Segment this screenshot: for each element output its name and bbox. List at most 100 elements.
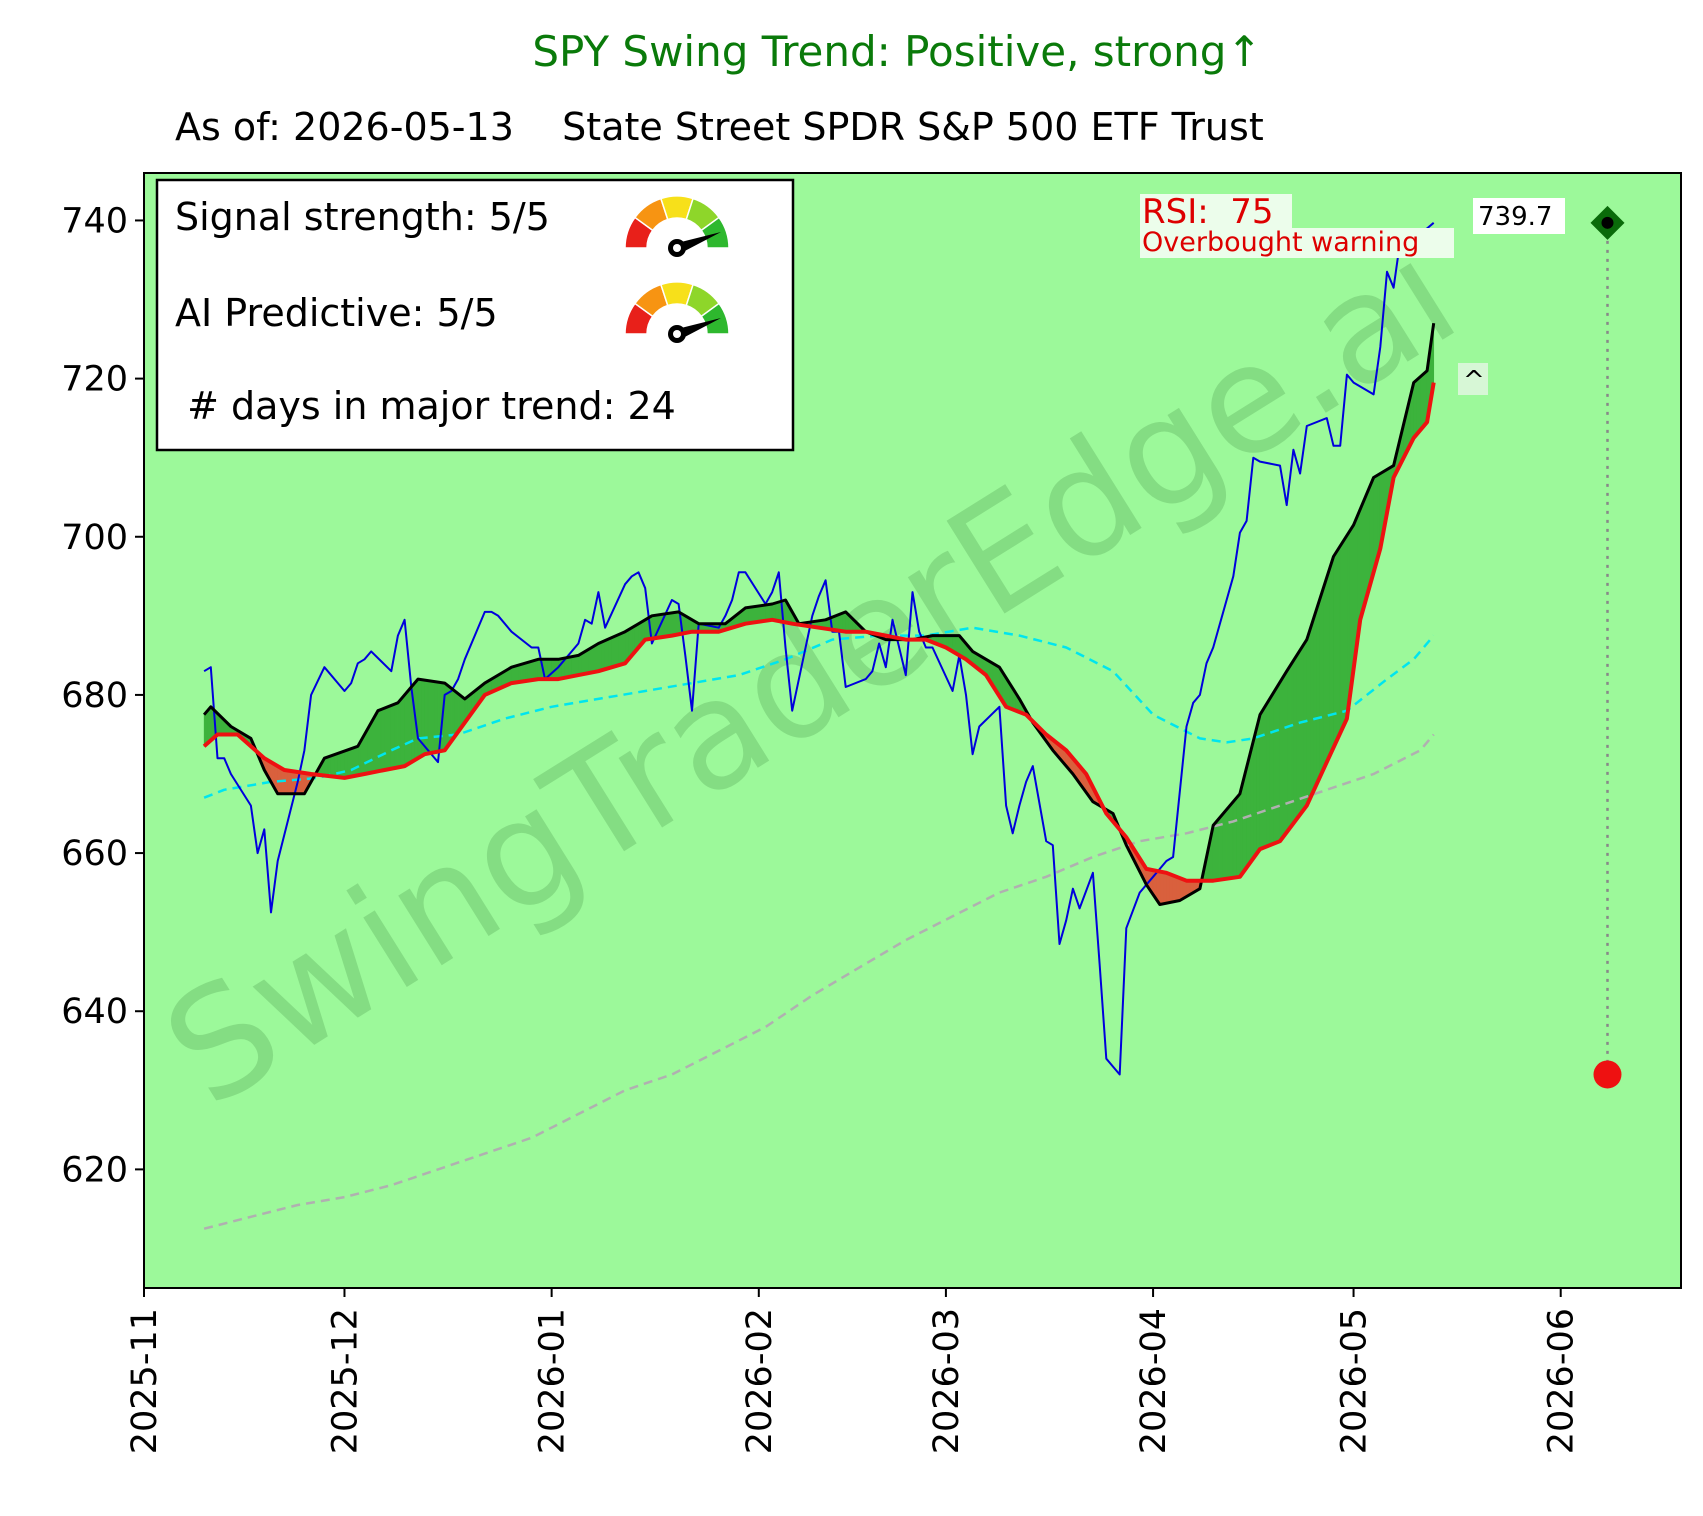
positive-fill-segment <box>407 686 412 765</box>
x-tick-label: 2025-11 <box>125 1308 165 1454</box>
positive-fill-segment <box>1306 629 1311 806</box>
positive-fill-segment <box>327 755 332 777</box>
positive-fill-segment <box>1279 675 1284 843</box>
positive-fill-segment <box>1226 804 1231 880</box>
positive-fill-segment <box>1309 618 1314 799</box>
legend-box: Signal strength: 5/5 AI Predictive: 5/5 … <box>155 178 795 452</box>
target-high-dot <box>1601 216 1614 229</box>
positive-fill-segment <box>1266 697 1271 847</box>
positive-fill-segment <box>521 662 526 682</box>
positive-fill-segment <box>377 708 382 772</box>
x-tick-label: 2026-02 <box>740 1308 780 1454</box>
x-tick-label: 2026-05 <box>1335 1308 1375 1454</box>
positive-fill-segment <box>594 642 599 673</box>
positive-fill-segment <box>1420 372 1425 431</box>
long-average-line <box>203 733 1435 1230</box>
legend-days-in-trend: # days in major trend: 24 <box>175 384 676 428</box>
speedometer-gauge-icon <box>624 195 730 257</box>
caret-bg <box>1458 363 1488 395</box>
positive-fill-segment <box>417 678 422 759</box>
positive-fill-segment <box>761 604 766 622</box>
positive-fill-segment <box>397 698 402 768</box>
gauge-hub-center <box>673 244 681 252</box>
positive-fill-segment <box>611 635 616 668</box>
positive-fill-segment <box>1293 654 1298 825</box>
positive-fill-segment <box>524 661 529 682</box>
positive-fill-segment <box>574 655 579 677</box>
positive-fill-segment <box>1339 539 1344 734</box>
positive-fill-segment <box>374 709 379 773</box>
positive-fill-segment <box>330 754 335 778</box>
positive-fill-segment <box>514 664 519 683</box>
positive-fill-segment <box>340 750 345 779</box>
rsi-warning: Overbought warning <box>1142 227 1419 258</box>
positive-fill-segment <box>564 656 569 679</box>
positive-fill-segment <box>1269 691 1274 846</box>
x-tick-label: 2026-04 <box>1134 1308 1174 1454</box>
positive-fill-segment <box>618 632 623 666</box>
legend-ai-predictive: AI Predictive: 5/5 <box>175 291 498 335</box>
positive-fill-segment <box>384 706 389 771</box>
target-low-dot <box>1593 1060 1622 1089</box>
medium-average-line <box>203 626 1435 799</box>
speedometer-gauge-icon <box>624 281 730 343</box>
y-tick-label: 660 <box>61 834 128 874</box>
positive-fill-segment <box>390 703 395 770</box>
positive-fill-segment <box>1319 587 1324 777</box>
negative-fill-segment <box>1176 876 1181 902</box>
positive-fill-segment <box>588 646 593 674</box>
positive-fill-segment <box>1333 550 1338 748</box>
y-tick-label: 720 <box>61 360 128 400</box>
positive-fill-segment <box>1283 670 1288 838</box>
fast-trend-line <box>202 322 1436 906</box>
positive-fill-segment <box>581 650 586 675</box>
positive-fill-segment <box>1336 544 1341 741</box>
positive-fill-segment <box>347 748 352 778</box>
y-tick-label: 620 <box>61 1150 128 1190</box>
gauge-needle <box>677 318 721 340</box>
positive-fill-segment <box>1259 708 1264 850</box>
positive-fill-segment <box>1236 792 1241 878</box>
positive-fill-segment <box>768 603 773 621</box>
positive-fill-segment <box>842 611 846 633</box>
positive-fill-segment <box>1276 681 1281 843</box>
caret-label: ^ <box>1463 366 1485 396</box>
y-tick-label: 740 <box>61 201 128 241</box>
positive-fill-segment <box>1303 638 1308 811</box>
positive-fill-segment <box>517 663 522 683</box>
positive-fill-segment <box>370 715 375 774</box>
last-price-label: 739.7 <box>1478 202 1552 232</box>
positive-fill-segment <box>447 685 452 747</box>
positive-fill-segment <box>621 631 626 665</box>
positive-fill-segment <box>1232 796 1237 879</box>
positive-fill-segment <box>434 681 439 753</box>
positive-fill-segment <box>551 659 556 680</box>
positive-fill-segment <box>1216 816 1221 881</box>
positive-fill-segment <box>1249 740 1254 864</box>
negative-fill-segment <box>1172 875 1177 903</box>
x-tick-label: 2025-12 <box>325 1308 365 1454</box>
negative-fill-segment <box>1169 873 1174 903</box>
positive-fill-segment <box>668 612 673 637</box>
positive-fill-segment <box>1329 556 1334 756</box>
positive-fill-segment <box>1229 800 1234 879</box>
positive-fill-segment <box>664 613 669 637</box>
positive-fill-segment <box>558 658 562 680</box>
slow-trend-line <box>202 382 1436 883</box>
rsi-label-bg <box>1140 194 1292 228</box>
positive-fill-segment <box>424 679 429 755</box>
positive-fill-segment <box>394 702 399 769</box>
positive-fill-segment <box>1416 375 1421 435</box>
positive-fill-segment <box>584 648 589 675</box>
positive-fill-segment <box>771 602 776 621</box>
gauge-segment <box>700 216 730 249</box>
positive-fill-segment <box>354 745 359 777</box>
rsi-label: RSI: 75 <box>1142 192 1274 232</box>
positive-fill-segment <box>1253 727 1257 860</box>
chart-title: SPY Swing Trend: Positive, strong↑ <box>532 27 1261 76</box>
positive-fill-segment <box>1359 501 1364 620</box>
gauge-needle <box>677 232 721 254</box>
positive-fill-segment <box>568 656 572 678</box>
positive-fill-segment <box>203 709 208 747</box>
positive-fill-segment <box>598 641 603 672</box>
